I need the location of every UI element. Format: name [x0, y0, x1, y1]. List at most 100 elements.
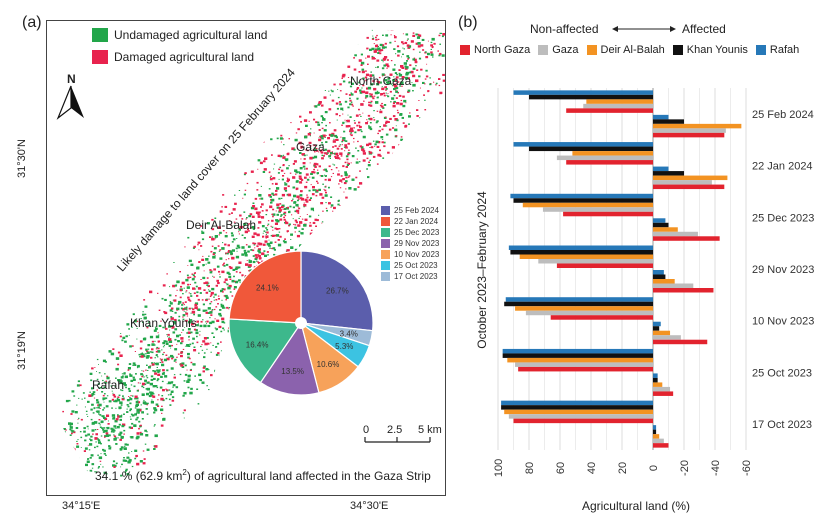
- pie-center-hole: [295, 317, 307, 329]
- map-pixel: [358, 121, 361, 124]
- map-pixel: [419, 21, 422, 22]
- map-pixel: [373, 87, 377, 91]
- map-pixel: [339, 83, 342, 86]
- bar-affected-rafah: [653, 218, 666, 223]
- map-pixel: [149, 290, 153, 294]
- bar-non-affected-rafah: [508, 245, 653, 250]
- map-pixel: [275, 210, 277, 212]
- map-pixel: [310, 207, 314, 211]
- map-pixel: [279, 203, 282, 205]
- map-pixel: [230, 232, 234, 234]
- map-pixel: [376, 96, 379, 99]
- map-pixel: [308, 199, 312, 201]
- map-pixel: [390, 101, 392, 103]
- map-pixel: [197, 308, 201, 311]
- map-pixel: [219, 231, 222, 234]
- map-pixel: [257, 227, 260, 229]
- map-pixel: [146, 364, 148, 366]
- map-pixel: [99, 483, 102, 485]
- map-pixel: [293, 201, 297, 203]
- map-pixel: [131, 465, 134, 468]
- map-label-gaza: Gaza: [296, 140, 325, 154]
- map-pixel: [407, 91, 410, 93]
- map-pixel: [82, 470, 84, 472]
- map-pixel: [170, 317, 174, 320]
- map-pixel: [273, 253, 275, 256]
- map-pixel: [288, 138, 290, 140]
- map-pixel: [252, 228, 255, 230]
- map-pixel: [189, 293, 192, 295]
- map-pixel: [382, 57, 387, 61]
- map-pixel: [97, 454, 99, 456]
- map-pixel: [292, 163, 295, 165]
- map-pixel: [287, 193, 292, 197]
- map-pixel: [372, 155, 376, 158]
- map-pixel: [417, 45, 421, 48]
- x-tick-label: 80: [524, 462, 536, 474]
- map-pixel: [402, 122, 405, 124]
- map-pixel: [318, 233, 321, 235]
- map-pixel: [220, 341, 222, 343]
- map-pixel: [185, 312, 189, 315]
- map-pixel: [424, 83, 426, 85]
- map-pixel: [376, 59, 380, 62]
- map-pixel: [245, 252, 247, 254]
- map-pixel: [386, 21, 388, 23]
- map-pixel: [399, 102, 403, 106]
- map-pixel: [207, 307, 211, 310]
- map-pixel: [126, 323, 130, 326]
- map-pixel: [348, 81, 351, 84]
- map-pixel: [280, 169, 284, 172]
- map-pixel: [146, 377, 149, 379]
- bar-non-affected-deir-al-balah: [507, 357, 653, 363]
- map-pixel: [179, 296, 182, 299]
- bar-non-affected-gaza: [508, 414, 653, 419]
- map-pixel: [157, 347, 160, 350]
- map-pixel: [402, 67, 404, 69]
- map-pixel: [216, 319, 220, 322]
- map-pixel: [105, 427, 107, 429]
- map-pixel: [128, 396, 130, 397]
- pie-value-label: 26.7%: [326, 286, 349, 295]
- map-pixel: [309, 224, 312, 227]
- map-pixel: [121, 463, 123, 466]
- map-pixel: [117, 437, 119, 439]
- map-pixel: [395, 53, 397, 55]
- map-pixel: [351, 82, 354, 85]
- map-pixel: [349, 103, 352, 106]
- map-pixel: [398, 72, 401, 75]
- map-pixel: [252, 249, 255, 252]
- map-pixel: [404, 126, 407, 128]
- map-pixel: [366, 143, 369, 147]
- map-pixel: [286, 230, 289, 232]
- map-pixel: [147, 402, 149, 405]
- map-pixel: [95, 433, 98, 436]
- map-pixel: [339, 144, 342, 146]
- map-pixel: [213, 247, 217, 250]
- map-pixel: [223, 322, 226, 324]
- bar-affected-rafah: [653, 373, 658, 378]
- map-pixel: [318, 151, 320, 153]
- map-pixel: [228, 275, 232, 278]
- map-pixel: [61, 473, 65, 476]
- map-pixel: [318, 214, 320, 216]
- map-pixel: [260, 197, 264, 200]
- map-pixel: [65, 429, 67, 431]
- map-pixel: [286, 231, 289, 233]
- gaza-map: [59, 21, 445, 485]
- map-pixel: [83, 427, 86, 430]
- map-pixel: [184, 373, 188, 376]
- map-pixel: [328, 90, 330, 92]
- map-pixel: [233, 221, 236, 223]
- map-pixel: [113, 466, 116, 468]
- map-pixel: [241, 218, 244, 220]
- map-pixel: [178, 315, 181, 318]
- map-pixel: [134, 351, 136, 352]
- map-pixel: [144, 379, 147, 382]
- map-pixel: [226, 283, 229, 286]
- map-pixel: [394, 128, 398, 132]
- map-pixel: [170, 390, 174, 393]
- map-pixel: [386, 67, 388, 69]
- map-pixel: [309, 176, 311, 178]
- map-pixel: [334, 134, 338, 138]
